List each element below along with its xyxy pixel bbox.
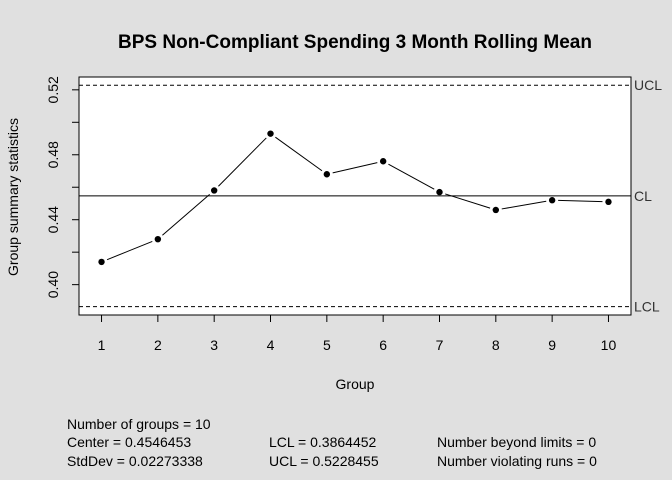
data-point xyxy=(323,171,331,178)
series-segment xyxy=(388,163,435,190)
data-point xyxy=(210,187,218,194)
series-segment xyxy=(275,136,323,172)
x-tick-label: 6 xyxy=(379,337,387,353)
y-tick-label: 0.48 xyxy=(45,141,61,168)
y-axis-label: Group summary statistics xyxy=(5,118,21,276)
data-series xyxy=(98,130,612,266)
series-segment xyxy=(162,194,210,236)
stat-stddev: StdDev = 0.02273338 xyxy=(67,453,203,469)
data-point xyxy=(98,258,105,266)
x-tick-label: 5 xyxy=(323,337,331,353)
x-tick-label: 9 xyxy=(548,337,556,353)
data-point xyxy=(436,188,443,196)
x-tick-label: 1 xyxy=(98,337,106,353)
x-tick-label: 4 xyxy=(267,337,275,353)
series-segment xyxy=(332,162,378,174)
stat-ucl: UCL = 0.5228455 xyxy=(269,453,379,469)
center-label: CL xyxy=(634,188,652,204)
stat-lcl: LCL = 0.3864452 xyxy=(269,434,377,450)
stat-violating-runs: Number violating runs = 0 xyxy=(437,453,597,469)
control-limits: UCL CL LCL xyxy=(79,77,662,315)
data-point xyxy=(267,130,274,137)
y-tick-label: 0.40 xyxy=(45,271,61,298)
x-tick-label: 10 xyxy=(601,337,617,353)
series-segment xyxy=(106,240,153,261)
y-tick-label: 0.44 xyxy=(45,206,61,233)
ucl-label: UCL xyxy=(634,77,662,93)
data-point xyxy=(154,235,162,243)
series-segment xyxy=(445,193,491,209)
x-tick-label: 3 xyxy=(210,337,218,353)
stat-beyond-limits: Number beyond limits = 0 xyxy=(437,434,596,450)
lcl-label: LCL xyxy=(634,299,660,315)
series-segment xyxy=(558,199,603,203)
x-tick-label: 8 xyxy=(492,337,500,353)
data-point xyxy=(379,158,387,165)
stats-summary: Number of groups = 10 Center = 0.4546453… xyxy=(67,416,597,469)
data-point xyxy=(548,197,556,204)
data-point xyxy=(492,206,500,214)
x-tick-label: 7 xyxy=(436,337,444,353)
series-segment xyxy=(218,137,267,187)
y-axis: 0.40 0.44 0.48 0.52 xyxy=(45,76,79,298)
data-point xyxy=(605,198,612,206)
x-axis: 1 2 3 4 5 6 7 8 9 10 xyxy=(98,315,617,353)
stat-groups: Number of groups = 10 xyxy=(67,416,211,432)
x-tick-label: 2 xyxy=(154,337,162,353)
stat-center: Center = 0.4546453 xyxy=(67,434,191,450)
y-tick-label: 0.52 xyxy=(45,76,61,103)
chart-title: BPS Non-Compliant Spending 3 Month Rolli… xyxy=(118,32,592,53)
x-axis-label: Group xyxy=(336,376,375,392)
series-segment xyxy=(501,200,547,210)
